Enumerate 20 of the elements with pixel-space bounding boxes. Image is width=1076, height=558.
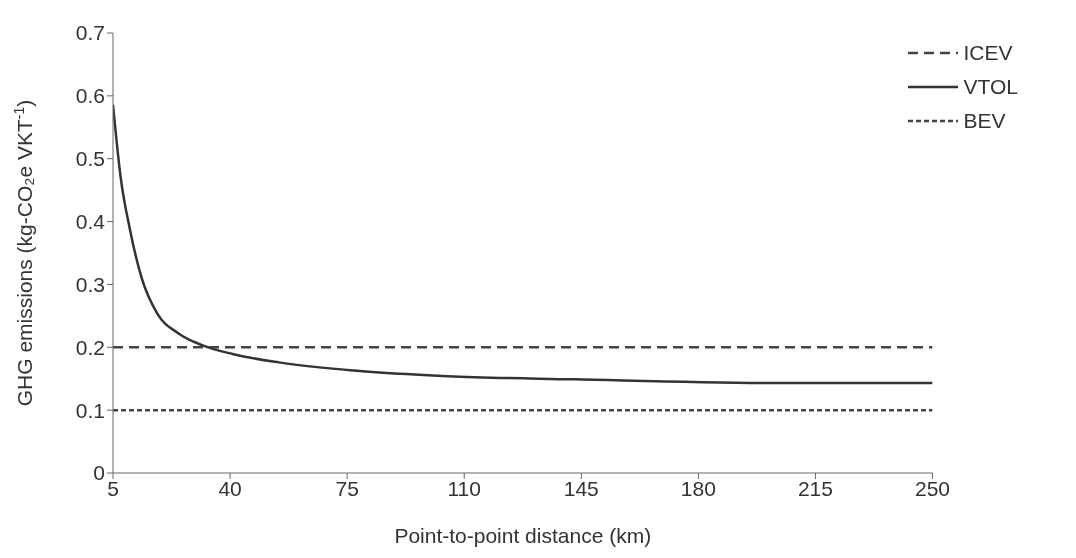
- x-tick-label: 250: [915, 476, 951, 500]
- x-tick-label: 40: [218, 476, 242, 500]
- y-tick-label: 0: [93, 461, 105, 485]
- y-tick-label: 0.4: [75, 210, 106, 234]
- y-tick-label: 0.1: [75, 398, 105, 422]
- x-tick-label: 5: [107, 476, 119, 500]
- legend-label: VTOL: [963, 75, 1018, 99]
- x-tick-label: 110: [447, 476, 481, 500]
- x-tick-label: 75: [335, 476, 359, 500]
- y-tick-label: 0.3: [75, 272, 105, 296]
- legend-label: ICEV: [963, 41, 1013, 65]
- y-tick-label: 0.6: [75, 84, 105, 108]
- y-tick-label: 0.7: [75, 21, 105, 45]
- x-axis-title: Point-to-point distance (km): [394, 524, 652, 547]
- x-tick-label: 180: [680, 476, 716, 500]
- y-tick-label: 0.5: [75, 147, 105, 171]
- x-tick-label: 215: [797, 476, 833, 500]
- y-tick-label: 0.2: [75, 335, 105, 359]
- x-tick-label: 145: [563, 476, 599, 500]
- legend-label: BEV: [963, 109, 1006, 133]
